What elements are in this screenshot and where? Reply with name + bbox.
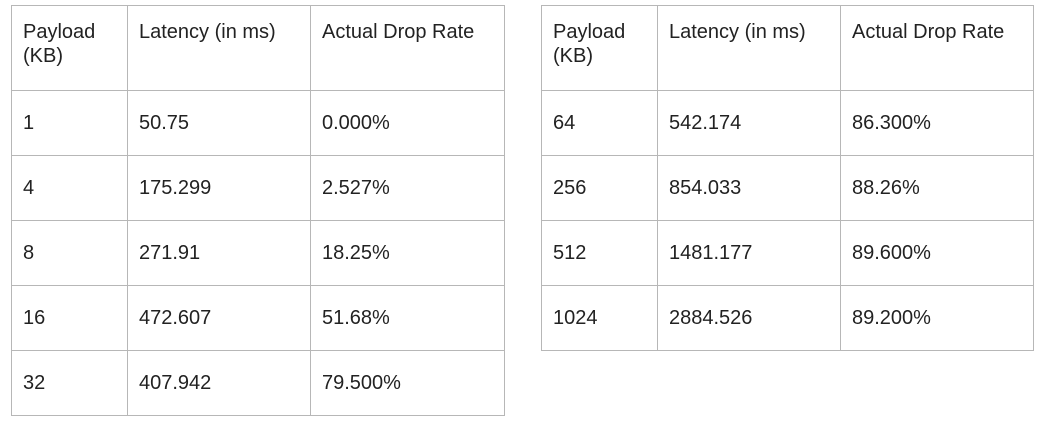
cell-payload: 16 xyxy=(11,285,128,351)
cell-payload: 64 xyxy=(541,90,658,156)
left-data-table: Payload (KB) Latency (in ms) Actual Drop… xyxy=(11,5,505,416)
cell-latency: 271.91 xyxy=(127,220,311,286)
table-header-row: Payload (KB) Latency (in ms) Actual Drop… xyxy=(11,5,505,91)
header-cell-payload: Payload (KB) xyxy=(541,5,658,91)
header-cell-latency: Latency (in ms) xyxy=(657,5,841,91)
cell-latency: 542.174 xyxy=(657,90,841,156)
cell-drop-rate: 18.25% xyxy=(310,220,505,286)
cell-drop-rate: 0.000% xyxy=(310,90,505,156)
table-row: 4 175.299 2.527% xyxy=(11,155,505,221)
header-cell-latency: Latency (in ms) xyxy=(127,5,311,91)
cell-latency: 175.299 xyxy=(127,155,311,221)
cell-drop-rate: 51.68% xyxy=(310,285,505,351)
cell-drop-rate: 79.500% xyxy=(310,350,505,416)
table-row: 32 407.942 79.500% xyxy=(11,350,505,416)
header-cell-drop-rate: Actual Drop Rate xyxy=(310,5,505,91)
cell-latency: 472.607 xyxy=(127,285,311,351)
header-cell-payload: Payload (KB) xyxy=(11,5,128,91)
cell-payload: 4 xyxy=(11,155,128,221)
cell-latency: 854.033 xyxy=(657,155,841,221)
cell-payload: 512 xyxy=(541,220,658,286)
cell-drop-rate: 86.300% xyxy=(840,90,1034,156)
cell-payload: 1 xyxy=(11,90,128,156)
cell-payload: 8 xyxy=(11,220,128,286)
cell-drop-rate: 89.200% xyxy=(840,285,1034,351)
table-row: 16 472.607 51.68% xyxy=(11,285,505,351)
table-row: 1024 2884.526 89.200% xyxy=(541,285,1034,351)
table-row: 512 1481.177 89.600% xyxy=(541,220,1034,286)
table-row: 8 271.91 18.25% xyxy=(11,220,505,286)
table-row: 256 854.033 88.26% xyxy=(541,155,1034,221)
cell-latency: 50.75 xyxy=(127,90,311,156)
header-cell-drop-rate: Actual Drop Rate xyxy=(840,5,1034,91)
cell-latency: 2884.526 xyxy=(657,285,841,351)
table-row: 1 50.75 0.000% xyxy=(11,90,505,156)
table-header-row: Payload (KB) Latency (in ms) Actual Drop… xyxy=(541,5,1034,91)
cell-drop-rate: 88.26% xyxy=(840,155,1034,221)
cell-drop-rate: 2.527% xyxy=(310,155,505,221)
cell-latency: 407.942 xyxy=(127,350,311,416)
table-row: 64 542.174 86.300% xyxy=(541,90,1034,156)
right-data-table: Payload (KB) Latency (in ms) Actual Drop… xyxy=(541,5,1034,351)
cell-payload: 32 xyxy=(11,350,128,416)
cell-drop-rate: 89.600% xyxy=(840,220,1034,286)
cell-payload: 1024 xyxy=(541,285,658,351)
cell-payload: 256 xyxy=(541,155,658,221)
cell-latency: 1481.177 xyxy=(657,220,841,286)
